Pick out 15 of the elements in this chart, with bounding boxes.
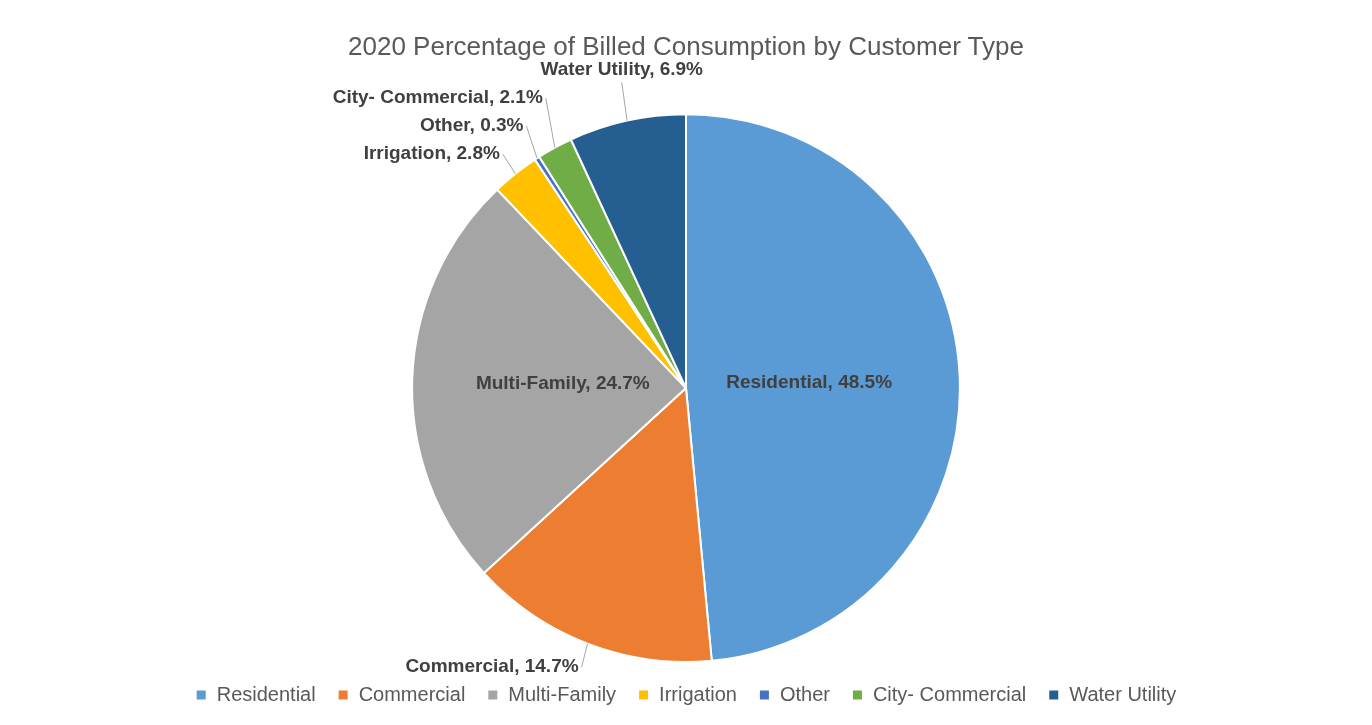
- legend-label: Multi-Family: [508, 682, 617, 705]
- legend-label: Irrigation: [659, 682, 737, 705]
- data-label: Commercial, 14.7%: [405, 655, 579, 677]
- legend-label: Water Utility: [1069, 682, 1177, 705]
- data-label: Irrigation, 2.8%: [363, 142, 500, 164]
- legend-label: Residential: [216, 682, 316, 705]
- data-label: Other, 0.3%: [419, 114, 524, 136]
- data-label: Water Utility, 6.9%: [540, 58, 704, 80]
- data-label: Residential, 48.5%: [726, 370, 893, 392]
- chart-title: 2020 Percentage of Billed Consumption by Customer Type: [348, 30, 1024, 61]
- data-label: Multi-Family, 24.7%: [475, 372, 650, 394]
- legend-label: Commercial: [358, 682, 466, 705]
- legend-label: Other: [779, 682, 831, 705]
- data-label: City- Commercial, 2.1%: [332, 86, 543, 108]
- legend-label: City- Commercial: [872, 682, 1027, 705]
